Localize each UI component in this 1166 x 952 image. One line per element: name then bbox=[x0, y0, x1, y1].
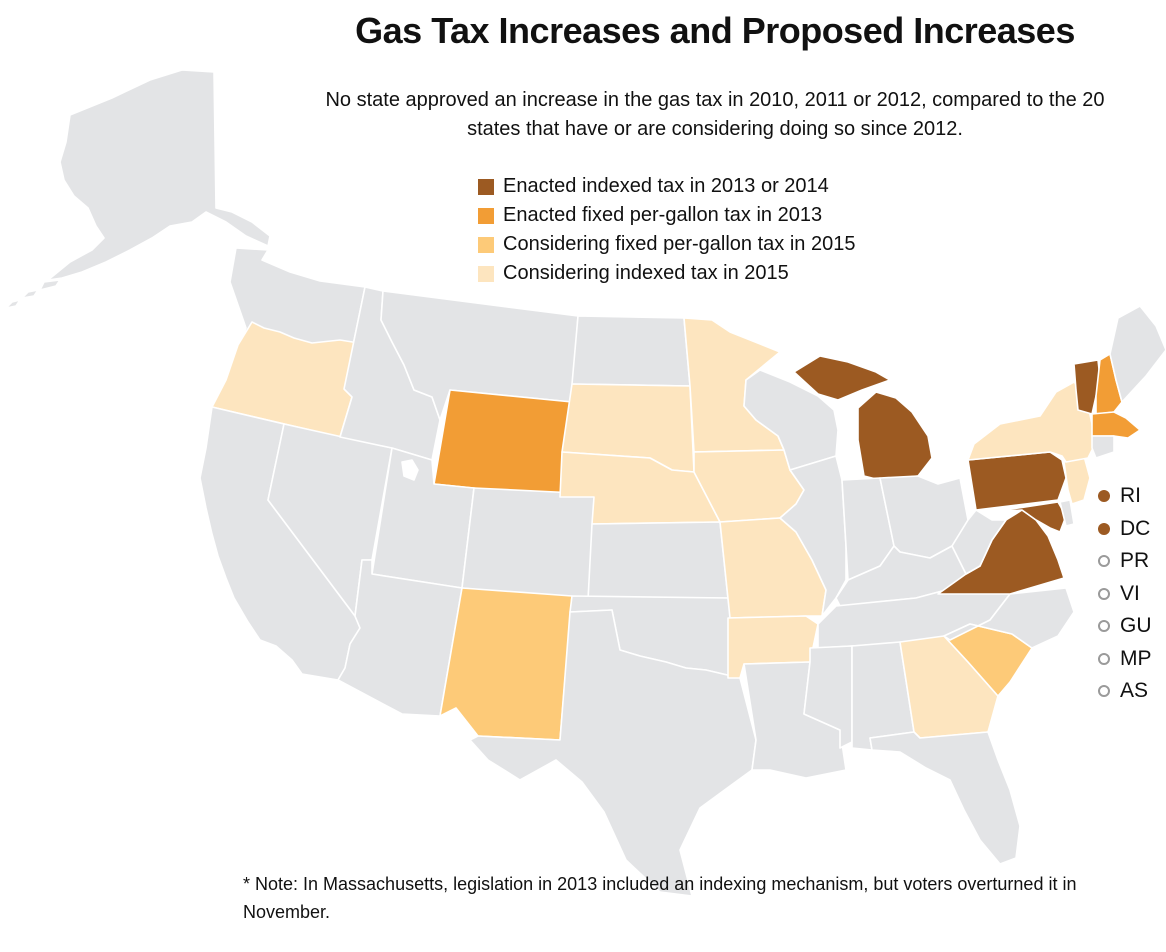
state-MI[interactable] bbox=[857, 391, 933, 481]
legend-label: Considering fixed per-gallon tax in 2015 bbox=[503, 233, 856, 255]
state-MI[interactable] bbox=[793, 355, 891, 401]
legend: Enacted indexed tax in 2013 or 2014 Enac… bbox=[478, 172, 855, 288]
territory-label: AS bbox=[1120, 679, 1149, 703]
territory-ri[interactable]: RI bbox=[1098, 480, 1152, 513]
state-WV[interactable] bbox=[951, 509, 1007, 575]
territory-dot bbox=[1098, 685, 1110, 698]
territory-dot bbox=[1098, 522, 1110, 535]
legend-item-indexed-enacted: Enacted indexed tax in 2013 or 2014 bbox=[478, 172, 855, 201]
territory-dc[interactable]: DC bbox=[1098, 513, 1152, 546]
state-AK[interactable] bbox=[47, 69, 271, 281]
state-MD[interactable] bbox=[991, 501, 1067, 533]
state-VT[interactable] bbox=[1073, 359, 1101, 415]
territory-list: RI DC PR VI GU MP AS bbox=[1098, 480, 1152, 708]
legend-item-fixed-considering: Considering fixed per-gallon tax in 2015 bbox=[478, 230, 855, 259]
legend-swatch bbox=[478, 207, 494, 224]
legend-swatch bbox=[478, 178, 494, 195]
territory-pr[interactable]: PR bbox=[1098, 545, 1152, 578]
state-NC[interactable] bbox=[943, 587, 1075, 649]
subtitle-line-1: No state approved an increase in the gas… bbox=[325, 89, 1105, 111]
territory-dot bbox=[1098, 652, 1110, 665]
state-ND[interactable] bbox=[571, 315, 691, 387]
footnote: * Note: In Massachusetts, legislation in… bbox=[243, 874, 1077, 922]
map-subtitle: No state approved an increase in the gas… bbox=[265, 86, 1165, 144]
territory-gu[interactable]: GU bbox=[1098, 610, 1152, 643]
territory-dot bbox=[1098, 620, 1110, 633]
territory-as[interactable]: AS bbox=[1098, 675, 1152, 708]
territory-mp[interactable]: MP bbox=[1098, 643, 1152, 676]
state-NM[interactable] bbox=[439, 587, 573, 741]
state-KS[interactable] bbox=[587, 521, 729, 601]
territory-label: DC bbox=[1120, 516, 1151, 540]
state-DE[interactable] bbox=[1059, 499, 1075, 527]
legend-label: Enacted fixed per-gallon tax in 2013 bbox=[503, 204, 823, 226]
state-NJ[interactable] bbox=[1063, 455, 1091, 505]
state-CO[interactable] bbox=[461, 487, 597, 601]
territory-dot bbox=[1098, 587, 1110, 600]
state-UT-lake bbox=[401, 459, 419, 481]
legend-swatch bbox=[478, 236, 494, 253]
legend-swatch bbox=[478, 265, 494, 282]
state-NY[interactable] bbox=[967, 381, 1095, 463]
state-ME[interactable] bbox=[1109, 305, 1166, 403]
state-FL[interactable] bbox=[869, 731, 1021, 865]
territory-label: GU bbox=[1120, 614, 1152, 638]
territory-vi[interactable]: VI bbox=[1098, 578, 1152, 611]
state-PA[interactable] bbox=[967, 451, 1067, 511]
state-CT[interactable] bbox=[1091, 435, 1115, 459]
state-WY[interactable] bbox=[433, 389, 573, 498]
territory-dot bbox=[1098, 490, 1110, 503]
legend-label: Enacted indexed tax in 2013 or 2014 bbox=[503, 175, 829, 197]
territory-label: RI bbox=[1120, 484, 1141, 508]
territory-dot bbox=[1098, 555, 1110, 568]
territory-label: VI bbox=[1120, 581, 1140, 605]
state-TX[interactable] bbox=[469, 609, 757, 897]
subtitle-line-2: states that have or are considering doin… bbox=[467, 118, 963, 140]
state-MA[interactable] bbox=[1091, 411, 1141, 439]
territory-label: MP bbox=[1120, 646, 1152, 670]
legend-item-indexed-considering: Considering indexed tax in 2015 bbox=[478, 259, 855, 288]
state-AK[interactable] bbox=[5, 279, 61, 309]
legend-item-fixed-enacted: Enacted fixed per-gallon tax in 2013 bbox=[478, 201, 855, 230]
map-title: Gas Tax Increases and Proposed Increases bbox=[355, 10, 1075, 51]
legend-label: Considering indexed tax in 2015 bbox=[503, 262, 789, 284]
territory-label: PR bbox=[1120, 549, 1150, 573]
